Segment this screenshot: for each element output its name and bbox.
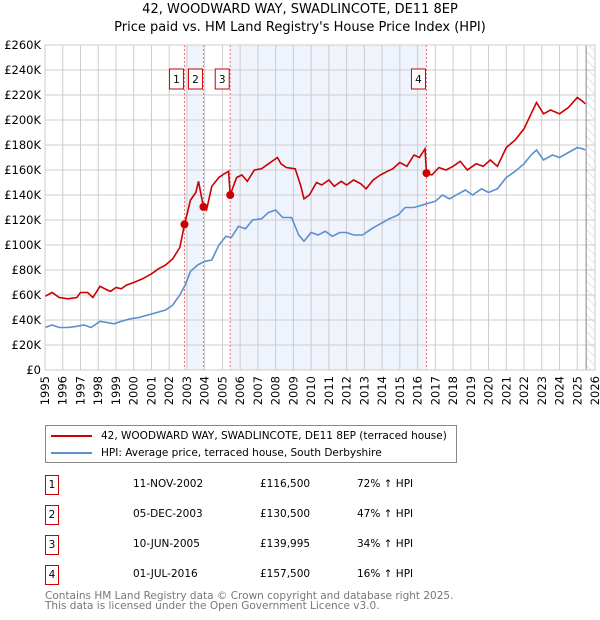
x-tick-label: 2019 <box>464 376 478 405</box>
sale-point <box>422 169 431 178</box>
x-tick-label: 2009 <box>286 376 300 405</box>
x-tick-label: 2020 <box>482 376 496 405</box>
transaction-row: 3 10-JUN-2005 £139,995 34% ↑ HPI <box>45 535 545 555</box>
x-tick-label: 2026 <box>588 376 600 405</box>
transaction-hpi-change: 72% ↑ HPI <box>357 478 414 490</box>
transaction-date: 01-JUL-2016 <box>133 568 198 580</box>
y-tick-label: £180K <box>4 138 41 152</box>
sale-number-box <box>187 68 203 90</box>
sale-number-box <box>410 68 426 90</box>
y-tick-label: £40K <box>12 313 42 327</box>
x-tick-label: 2001 <box>144 376 158 405</box>
y-tick-label: £120K <box>4 213 41 227</box>
x-tick-label: 1995 <box>38 376 52 405</box>
x-tick-label: 1997 <box>73 376 87 405</box>
y-tick-label: £0 <box>26 363 41 377</box>
transaction-price: £157,500 <box>260 568 311 580</box>
transaction-date: 05-DEC-2003 <box>133 508 203 520</box>
footer-copyright: Contains HM Land Registry data © Crown c… <box>45 590 454 602</box>
property-price-line <box>44 96 586 300</box>
y-tick-label: £100K <box>4 238 41 252</box>
transaction-price: £116,500 <box>260 478 311 490</box>
x-tick-label: 2011 <box>322 376 336 405</box>
y-tick-label: £260K <box>4 38 41 52</box>
sale-number: 1 <box>173 74 180 86</box>
x-tick-label: 2012 <box>340 376 354 405</box>
y-tick-label: £220K <box>4 88 41 102</box>
legend-line-blue <box>51 452 92 454</box>
x-tick-label: 2022 <box>517 376 531 405</box>
y-tick-label: £140K <box>4 188 41 202</box>
x-tick-label: 2008 <box>269 376 283 405</box>
sale-point <box>199 202 208 211</box>
transaction-hpi-change: 47% ↑ HPI <box>357 508 414 520</box>
transaction-number: 1 <box>45 475 59 495</box>
chart-subtitle: Price paid vs. HM Land Registry's House … <box>114 20 486 35</box>
legend: 42, WOODWARD WAY, SWADLINCOTE, DE11 8EP … <box>45 425 457 463</box>
legend-item-hpi: HPI: Average price, terraced house, Sout… <box>46 445 382 461</box>
transaction-date: 10-JUN-2005 <box>133 538 200 550</box>
x-tick-label: 1998 <box>91 376 105 405</box>
x-tick-label: 2025 <box>570 376 584 405</box>
transaction-row: 2 05-DEC-2003 £130,500 47% ↑ HPI <box>45 505 545 525</box>
legend-label: 42, WOODWARD WAY, SWADLINCOTE, DE11 8EP … <box>101 430 447 442</box>
x-tick-label: 2006 <box>233 376 247 405</box>
transaction-row: 4 01-JUL-2016 £157,500 16% ↑ HPI <box>45 565 545 585</box>
sale-number-box <box>168 68 184 90</box>
x-tick-label: 2004 <box>198 376 212 405</box>
hpi-line <box>44 146 586 329</box>
sale-number: 4 <box>415 74 422 86</box>
transaction-number: 3 <box>45 535 59 555</box>
legend-label: HPI: Average price, terraced house, Sout… <box>101 447 382 459</box>
x-tick-label: 2024 <box>553 376 567 405</box>
footer-licence: This data is licensed under the Open Gov… <box>45 600 380 612</box>
transaction-hpi-change: 34% ↑ HPI <box>357 538 414 550</box>
chart-title: 42, WOODWARD WAY, SWADLINCOTE, DE11 8EP <box>142 2 458 17</box>
x-tick-label: 1996 <box>56 376 70 405</box>
x-tick-label: 2023 <box>535 376 549 405</box>
x-tick-label: 2005 <box>215 376 229 405</box>
transaction-price: £130,500 <box>260 508 311 520</box>
x-tick-label: 2003 <box>180 376 194 405</box>
x-tick-label: 2002 <box>162 376 176 405</box>
shaded-period <box>184 45 204 370</box>
x-tick-label: 2013 <box>357 376 371 405</box>
y-tick-label: £80K <box>12 263 42 277</box>
transaction-row: 1 11-NOV-2002 £116,500 72% ↑ HPI <box>45 475 545 495</box>
legend-item-property: 42, WOODWARD WAY, SWADLINCOTE, DE11 8EP … <box>46 428 447 444</box>
transaction-number: 2 <box>45 505 59 525</box>
transaction-price: £139,995 <box>260 538 311 550</box>
y-tick-label: £200K <box>4 113 41 127</box>
x-tick-label: 2000 <box>127 376 141 405</box>
chart: £0 £20K £40K £60K £80K £100K £120K £140K £160K £1… <box>4 38 600 405</box>
x-tick-label: 2007 <box>251 376 265 405</box>
x-tick-label: 1999 <box>109 376 123 405</box>
x-tick-label: 2016 <box>411 376 425 405</box>
x-tick-label: 2015 <box>393 376 407 405</box>
plot-border <box>44 44 596 371</box>
x-tick-label: 2014 <box>375 376 389 405</box>
x-tick-label: 2010 <box>304 376 318 405</box>
transaction-date: 11-NOV-2002 <box>133 478 204 490</box>
transaction-number: 4 <box>45 565 59 585</box>
shaded-period <box>230 45 427 370</box>
y-tick-label: £240K <box>4 63 41 77</box>
sale-number-box <box>214 68 230 90</box>
y-tick-label: £160K <box>4 163 41 177</box>
transaction-hpi-change: 16% ↑ HPI <box>357 568 414 580</box>
y-tick-label: £20K <box>12 338 42 352</box>
sale-number: 3 <box>219 74 226 86</box>
x-tick-label: 2021 <box>499 376 513 405</box>
forecast-hatch <box>586 45 595 370</box>
sale-point <box>180 220 189 229</box>
legend-line-red <box>51 435 92 437</box>
x-tick-label: 2017 <box>428 376 442 405</box>
sale-point <box>226 191 235 200</box>
x-tick-label: 2018 <box>446 376 460 405</box>
y-tick-label: £60K <box>12 288 42 302</box>
sale-number: 2 <box>192 74 199 86</box>
